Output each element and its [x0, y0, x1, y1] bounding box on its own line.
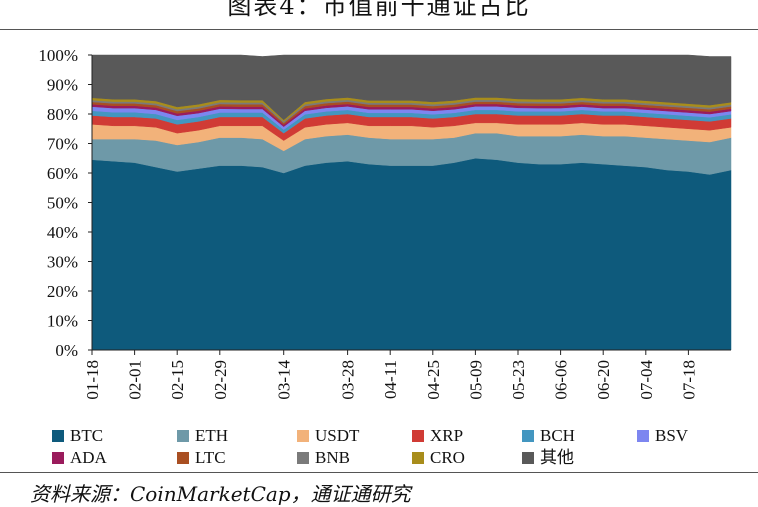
legend-swatch	[412, 430, 424, 442]
legend-label: USDT	[315, 426, 360, 445]
x-tick-label: 02-15	[168, 360, 187, 400]
y-tick-label: 90%	[47, 76, 78, 95]
y-tick-label: 60%	[47, 164, 78, 183]
y-tick-label: 20%	[47, 282, 78, 301]
x-tick-label: 07-04	[637, 360, 656, 400]
y-tick-label: 10%	[47, 312, 78, 331]
x-tick-label: 01-18	[83, 360, 102, 400]
legend-item: ETH	[177, 426, 228, 446]
legend-label: LTC	[195, 448, 226, 467]
source-divider	[0, 472, 758, 473]
x-tick-label: 04-25	[424, 360, 443, 400]
legend-label: BNB	[315, 448, 350, 467]
x-tick-label: 06-06	[552, 360, 571, 400]
legend-swatch	[297, 452, 309, 464]
legend-swatch	[177, 452, 189, 464]
legend-label: BSV	[655, 426, 689, 445]
legend-label: XRP	[430, 426, 464, 445]
x-tick-label: 02-01	[126, 360, 145, 400]
legend-item: LTC	[177, 448, 226, 468]
legend-swatch	[52, 452, 64, 464]
y-tick-label: 30%	[47, 253, 78, 272]
legend-swatch	[412, 452, 424, 464]
y-tick-label: 40%	[47, 223, 78, 242]
x-tick-label: 02-29	[211, 360, 230, 400]
legend-label: BCH	[540, 426, 575, 445]
x-tick-label: 03-14	[275, 360, 294, 400]
x-tick-label: 03-28	[339, 360, 358, 400]
legend-label: BTC	[70, 426, 104, 445]
legend-item: USDT	[297, 426, 359, 446]
x-tick-label: 04-11	[381, 360, 400, 399]
y-tick-label: 70%	[47, 135, 78, 154]
y-tick-label: 0%	[55, 341, 78, 360]
chart-area: 0% 10% 20% 30% 40% 50% 60% 70% 80% 90% 100% 01-18 02…	[38, 46, 732, 400]
series-area-11	[91, 54, 732, 121]
legend-swatch	[177, 430, 189, 442]
legend-swatch	[637, 430, 649, 442]
x-tick-label: 07-18	[679, 360, 698, 400]
x-tick-label: 05-09	[466, 360, 485, 400]
legend-item: BSV	[637, 426, 688, 446]
y-tick-label: 100%	[38, 46, 78, 65]
legend-label: ETH	[195, 426, 229, 445]
legend-swatch	[522, 452, 534, 464]
legend-label: 其他	[540, 448, 574, 467]
legend-swatch	[52, 430, 64, 442]
y-tick-label: 50%	[47, 194, 78, 213]
chart-title: 图表4：市值前十通证占比	[227, 0, 531, 20]
series-area-1	[91, 157, 732, 351]
legend-label: ADA	[70, 448, 107, 467]
legend-item: BTC	[52, 426, 103, 446]
legend-item: CRO	[412, 448, 465, 468]
x-tick-label: 05-23	[509, 360, 528, 400]
legend-swatch	[522, 430, 534, 442]
legend-item: ADA	[52, 448, 107, 468]
title-divider	[0, 29, 758, 30]
legend-item: BNB	[297, 448, 350, 468]
y-tick-label: 80%	[47, 105, 78, 124]
legend-item: BCH	[522, 426, 575, 446]
legend-swatch	[297, 430, 309, 442]
legend-item: 其他	[522, 448, 574, 468]
x-tick-label: 06-20	[594, 360, 613, 400]
legend-item: XRP	[412, 426, 463, 446]
legend-label: CRO	[430, 448, 465, 467]
